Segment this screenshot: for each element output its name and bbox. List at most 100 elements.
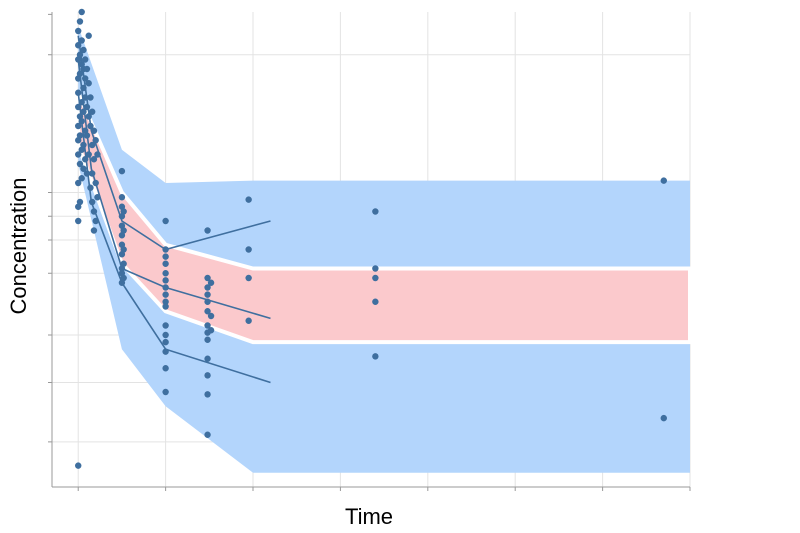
data-point [245, 196, 252, 203]
data-point [76, 51, 84, 58]
data-point [83, 103, 91, 111]
data-point [162, 348, 169, 355]
axes [48, 12, 691, 491]
data-point [94, 151, 101, 158]
data-point [80, 46, 87, 54]
data-point [80, 84, 87, 92]
data-point [372, 265, 379, 272]
data-point [245, 274, 252, 282]
data-point [87, 94, 94, 101]
data-point [76, 160, 84, 168]
data-point [204, 431, 211, 438]
data-point [207, 312, 215, 320]
data-point [82, 56, 89, 63]
data-point [82, 94, 89, 101]
y-axis-title: Concentration [6, 178, 31, 315]
data-point [90, 156, 98, 163]
data-point [78, 175, 85, 182]
data-point [245, 246, 252, 253]
data-point [80, 108, 87, 115]
data-point [85, 151, 92, 158]
data-point [83, 170, 91, 177]
data-point [162, 260, 169, 267]
data-point [162, 298, 169, 305]
data-point [83, 65, 91, 73]
data-point [82, 156, 89, 163]
data-point [207, 279, 215, 286]
data-point [75, 217, 82, 225]
data-point [204, 336, 211, 343]
data-point [372, 353, 379, 360]
data-point [204, 227, 211, 234]
data-point [75, 42, 82, 49]
data-point [94, 194, 101, 201]
data-point [162, 291, 169, 298]
data-point [372, 208, 379, 215]
data-point [90, 208, 98, 215]
data-point [85, 80, 92, 87]
data-point [118, 194, 126, 201]
data-point [75, 179, 82, 187]
data-point [120, 260, 127, 267]
data-point [118, 167, 126, 175]
data-point [78, 37, 85, 44]
data-point [162, 322, 169, 329]
data-point [245, 317, 252, 324]
data-point [92, 179, 99, 187]
data-point [78, 99, 85, 106]
data-point [120, 274, 127, 282]
data-point [372, 298, 379, 305]
data-point [162, 253, 169, 260]
data-point [162, 284, 169, 291]
data-point [660, 414, 667, 422]
outer-prediction-band [78, 26, 690, 473]
data-point [80, 141, 87, 149]
data-point [92, 217, 99, 225]
data-point [120, 208, 127, 215]
data-point [162, 388, 169, 396]
data-point [78, 8, 85, 16]
data-point [89, 198, 96, 206]
data-point [75, 151, 82, 158]
prediction-bands [76, 26, 692, 473]
data-point [87, 184, 94, 191]
data-point [162, 277, 169, 284]
data-point [162, 331, 169, 339]
data-point [80, 165, 87, 172]
data-point [78, 118, 85, 125]
data-point [75, 89, 82, 96]
data-point [76, 70, 84, 77]
data-point [120, 227, 127, 234]
inner-prediction-band [76, 91, 692, 345]
data-point [76, 132, 84, 139]
data-point [162, 246, 169, 253]
data-point [204, 391, 211, 398]
x-axis-title: Time [345, 504, 393, 529]
data-point [82, 75, 89, 82]
data-point [162, 217, 169, 225]
data-point [204, 284, 211, 291]
data-point [162, 303, 169, 310]
data-point [76, 18, 84, 25]
data-point [204, 322, 211, 329]
data-point [162, 270, 169, 277]
data-point [85, 113, 92, 120]
data-point [89, 108, 96, 115]
data-point [204, 308, 211, 315]
data-point [90, 127, 98, 134]
data-point [75, 462, 82, 469]
data-point [92, 137, 99, 144]
data-point [76, 198, 84, 206]
data-point [83, 132, 91, 139]
data-point [75, 27, 82, 35]
data-point [85, 32, 92, 39]
data-point [75, 103, 82, 111]
data-point [90, 227, 98, 234]
data-point [75, 122, 82, 130]
data-point [660, 177, 667, 184]
data-point [89, 170, 96, 177]
data-point [372, 274, 379, 282]
data-point [120, 246, 127, 253]
data-point [162, 338, 169, 346]
